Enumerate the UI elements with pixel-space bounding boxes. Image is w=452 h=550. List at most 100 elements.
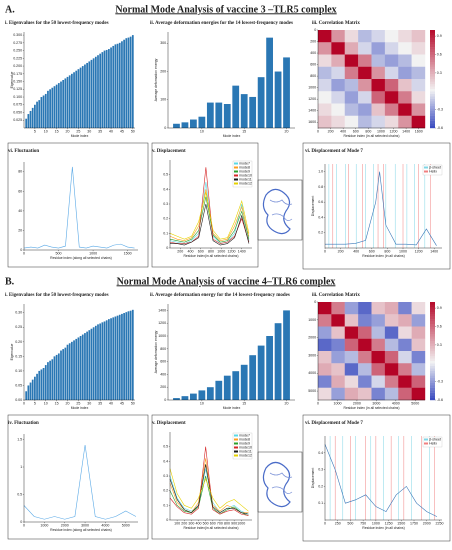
heatmap-cell <box>318 91 332 104</box>
x-axis-label: Residue index (in all selected chains) <box>344 134 400 138</box>
legend-label: β-sheet <box>429 438 441 442</box>
x-tick-label: 0 <box>324 521 326 525</box>
bar <box>38 370 41 400</box>
heatmap-cell <box>318 314 332 327</box>
colorbar-step <box>430 76 435 80</box>
colorbar-step <box>430 302 435 305</box>
section-title: Normal Mode Analysis of vaccine 4–TLR6 c… <box>117 276 336 287</box>
heatmap-cell <box>384 103 399 116</box>
legend-label: mode9 <box>239 442 250 446</box>
line-series <box>23 166 135 249</box>
heatmap-cell <box>411 387 426 401</box>
legend-box <box>422 436 443 448</box>
y-tick-label: 0.00 <box>15 398 22 402</box>
heatmap-cell <box>411 66 426 80</box>
y-tick-label: 0 <box>20 248 22 252</box>
heatmap-cell <box>358 103 372 116</box>
y-tick-label: 0.05 <box>15 383 22 387</box>
legend-swatch <box>234 170 238 173</box>
bar <box>257 345 265 400</box>
y-tick-label: 0.075 <box>13 103 22 107</box>
bar <box>198 390 206 400</box>
panel-title: v. Displacement <box>152 421 186 426</box>
bar <box>68 75 71 128</box>
heatmap-cell <box>384 363 399 376</box>
heatmap-cell <box>384 351 399 364</box>
x-axis-label: Residue index (in all chains) <box>362 254 404 258</box>
colorbar-step <box>430 54 435 58</box>
colorbar-tick-label: 0.9 <box>437 306 442 310</box>
legend-box <box>422 164 443 176</box>
y-axis-label: Eigenvalue <box>10 71 14 88</box>
x-tick-label: 3000 <box>81 523 89 527</box>
heatmap-cell <box>411 30 426 43</box>
colorbar-step <box>430 34 435 38</box>
colorbar-step <box>430 316 435 320</box>
colorbar-tick-label: 0.6 <box>437 324 442 328</box>
heatmap-cell <box>384 326 399 339</box>
bar <box>34 376 36 400</box>
legend-swatch <box>424 438 428 441</box>
bar <box>97 55 99 128</box>
y-tick-label: 0.4 <box>163 187 168 191</box>
bar <box>206 387 214 400</box>
x-tick-label: 500 <box>56 251 62 255</box>
colorbar-step <box>430 355 435 359</box>
bar <box>110 47 112 128</box>
heatmap-cell <box>371 363 386 376</box>
bar <box>116 315 119 400</box>
heatmap-cell <box>344 115 359 129</box>
x-tick-label: 700 <box>217 521 223 525</box>
colorbar-step <box>430 110 435 114</box>
heatmap-cell <box>344 302 359 315</box>
bar <box>27 114 30 128</box>
bar <box>114 316 117 400</box>
x-tick-label: 0 <box>23 523 25 527</box>
bar <box>44 93 47 128</box>
bar <box>73 72 75 128</box>
bar <box>257 77 265 128</box>
colorbar-step <box>430 387 435 391</box>
x-axis-label: Residue index(in all selected chains) <box>183 254 238 258</box>
heatmap-cell <box>331 302 345 315</box>
heatmap-cell <box>344 326 359 339</box>
colorbar-step <box>430 346 435 349</box>
x-tick-label: 1500 <box>124 251 132 255</box>
line-series <box>169 464 249 515</box>
colorbar-tick-label: -0.6 <box>437 398 443 402</box>
bar <box>81 334 84 400</box>
x-tick-label: 20 <box>66 129 70 133</box>
x-tick-label: 20 <box>285 401 289 405</box>
section-label: A. <box>5 4 15 15</box>
heatmap-cell <box>358 30 372 43</box>
colorbar-step <box>430 397 435 401</box>
bar <box>266 336 273 400</box>
colorbar-step <box>430 42 435 45</box>
bar <box>121 41 123 128</box>
x-tick-label: 1400 <box>430 249 438 253</box>
section-label: B. <box>5 276 15 287</box>
y-tick-label: 0.3 <box>163 202 168 206</box>
colorbar-step <box>430 392 435 396</box>
colorbar-step <box>430 370 435 374</box>
legend-swatch <box>234 434 238 437</box>
x-tick-label: 300 <box>188 521 194 525</box>
heatmap-cell <box>411 42 426 55</box>
bar <box>112 317 115 400</box>
colorbar-step <box>430 375 435 379</box>
colorbar-step <box>430 52 435 55</box>
colorbar-step <box>430 382 435 386</box>
bar <box>84 64 86 128</box>
heatmap-cell <box>384 387 399 401</box>
heatmap-cell <box>358 115 372 129</box>
legend-swatch <box>234 438 238 441</box>
y-tick-label: 0.150 <box>13 80 22 84</box>
bar <box>29 110 32 128</box>
heatmap-cell <box>398 363 412 376</box>
y-tick-label: 0.3 <box>163 474 168 478</box>
x-tick-label: 1500 <box>397 521 405 525</box>
heatmap-cell <box>331 387 345 401</box>
colorbar-step <box>430 353 435 357</box>
bar <box>38 100 41 128</box>
heatmap-cell <box>344 42 359 55</box>
